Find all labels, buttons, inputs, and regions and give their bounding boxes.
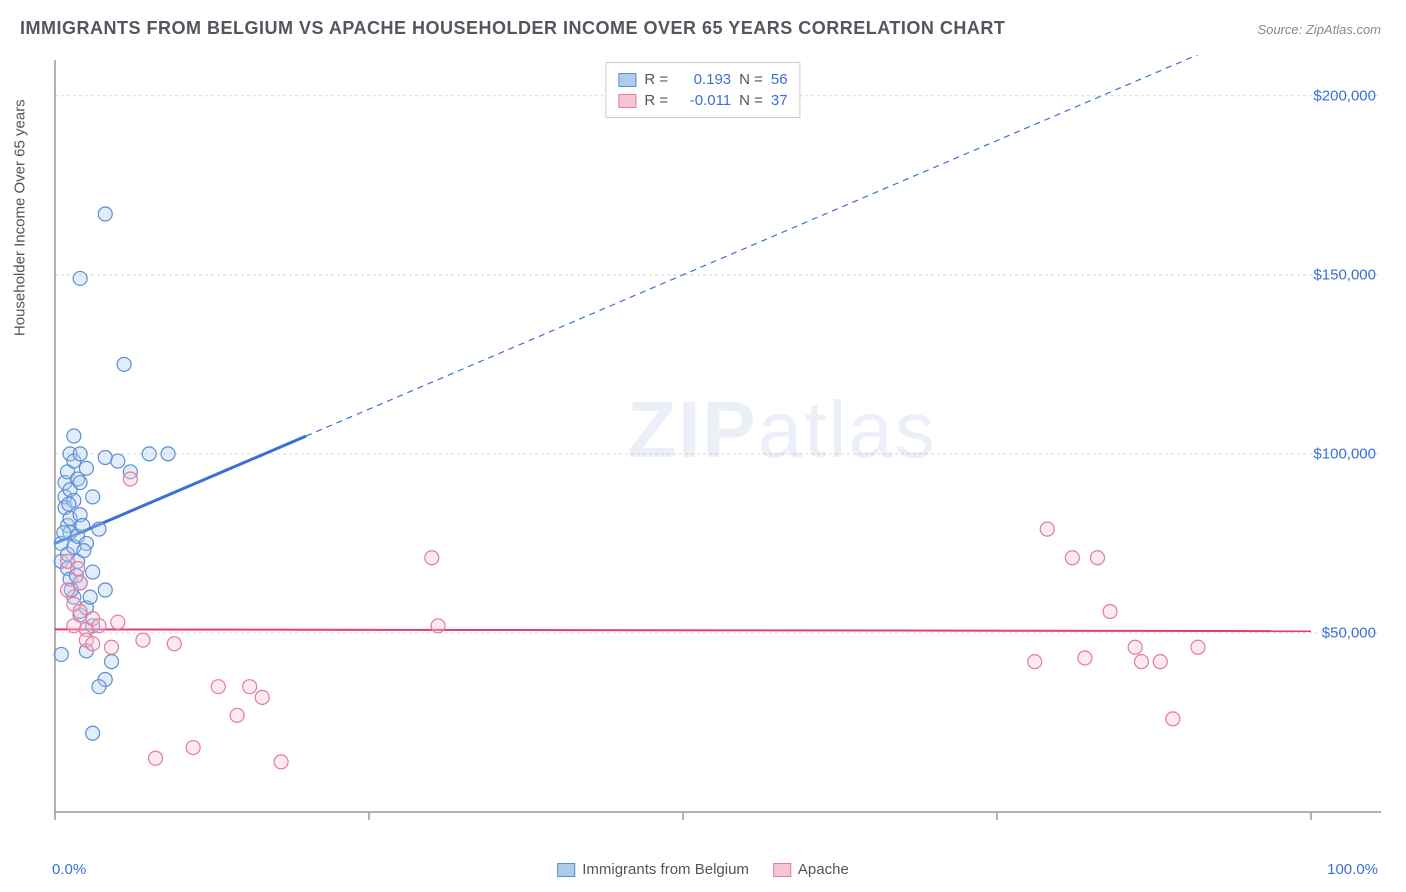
legend-stat-row: R = 0.193 N = 56	[618, 69, 787, 90]
correlation-legend: R = 0.193 N = 56R = -0.011 N = 37	[605, 62, 800, 118]
source-attribution: Source: ZipAtlas.com	[1257, 22, 1381, 37]
y-tick-label: $50,000	[1322, 624, 1376, 641]
legend-swatch	[618, 94, 636, 108]
x-axis-max-label: 100.0%	[1327, 861, 1378, 878]
y-tick-label: $200,000	[1313, 87, 1376, 104]
scatter-plot	[50, 55, 1381, 837]
y-tick-label: $150,000	[1313, 266, 1376, 283]
y-axis-label: Householder Income Over 65 years	[12, 99, 29, 336]
legend-swatch	[773, 863, 791, 877]
y-tick-label: $100,000	[1313, 445, 1376, 462]
x-axis-min-label: 0.0%	[52, 861, 86, 878]
legend-swatch	[557, 863, 575, 877]
chart-title: IMMIGRANTS FROM BELGIUM VS APACHE HOUSEH…	[20, 18, 1005, 39]
series-legend: Immigrants from Belgium Apache	[557, 861, 849, 878]
chart-container: Householder Income Over 65 years ZIPatla…	[50, 55, 1381, 837]
legend-item: Immigrants from Belgium	[557, 861, 749, 878]
legend-swatch	[618, 73, 636, 87]
legend-item: Apache	[773, 861, 849, 878]
legend-stat-row: R = -0.011 N = 37	[618, 90, 787, 111]
